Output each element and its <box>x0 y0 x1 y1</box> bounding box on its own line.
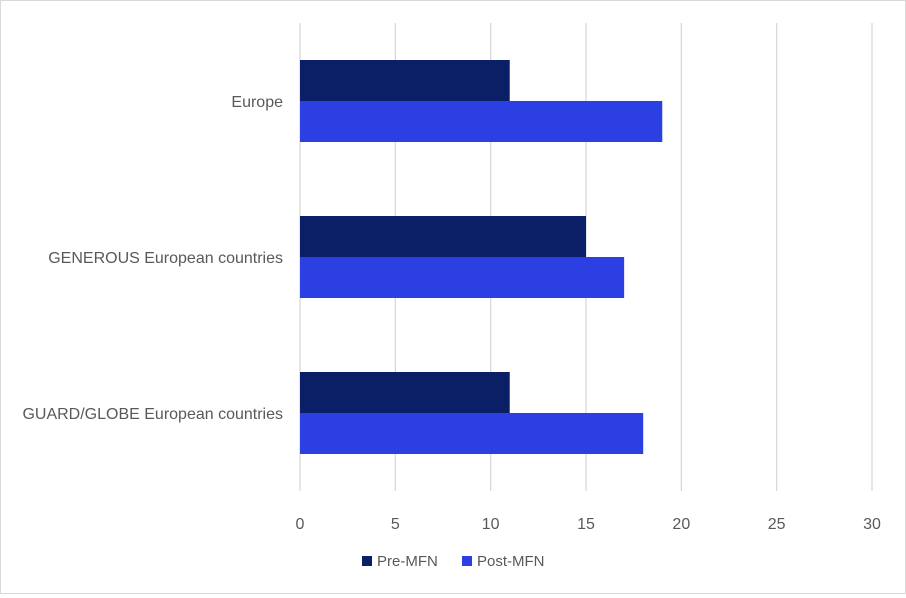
category-label: GENEROUS European countries <box>48 250 283 267</box>
bars <box>300 60 663 454</box>
bar-pre-mfn-0 <box>300 60 510 101</box>
bar-pre-mfn-1 <box>300 216 586 257</box>
x-tick-label: 20 <box>672 516 690 533</box>
category-labels: Europe GENEROUS European countries GUARD/G… <box>22 94 283 423</box>
x-tick-label: 15 <box>577 516 595 533</box>
category-label: Europe <box>231 94 283 111</box>
x-tick-label: 25 <box>768 516 786 533</box>
x-tick-label: 0 <box>296 516 305 533</box>
x-tick-label: 30 <box>863 516 881 533</box>
bar-post-mfn-2 <box>300 413 644 454</box>
legend-label: Pre-MFN <box>377 553 438 570</box>
bar-post-mfn-1 <box>300 257 625 298</box>
category-label: GUARD/GLOBE European countries <box>22 406 283 423</box>
legend-swatch-post-mfn <box>462 556 472 566</box>
legend-label: Post-MFN <box>477 553 545 570</box>
bar-pre-mfn-2 <box>300 372 510 413</box>
x-tick-label: 5 <box>391 516 400 533</box>
x-tick-labels: 0 5 10 15 20 25 30 <box>296 516 881 533</box>
x-tick-label: 10 <box>482 516 500 533</box>
bar-post-mfn-0 <box>300 101 663 142</box>
legend: Pre-MFN Post-MFN <box>362 553 545 570</box>
legend-swatch-pre-mfn <box>362 556 372 566</box>
